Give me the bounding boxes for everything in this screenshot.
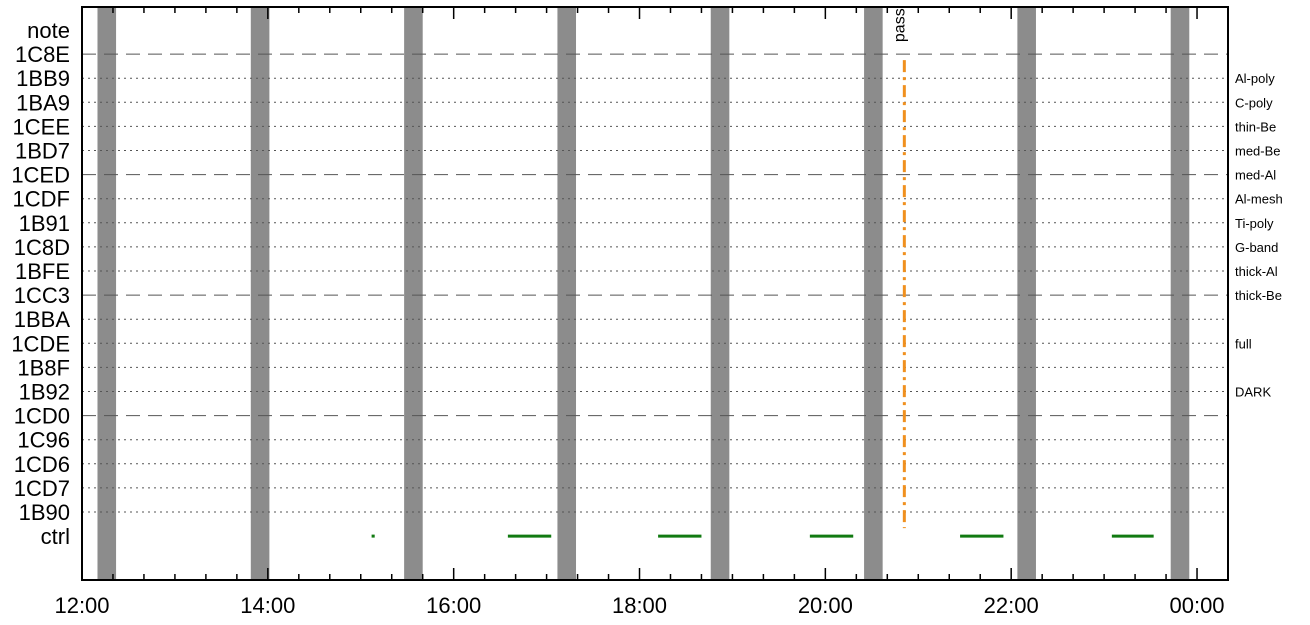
- right-label: thin-Be: [1235, 119, 1276, 134]
- y-tick-label: 1B90: [19, 500, 70, 525]
- x-tick-label: 22:00: [984, 593, 1039, 618]
- gray-band: [710, 7, 730, 580]
- y-tick-label: 1BB9: [16, 66, 70, 91]
- y-tick-label: 1CD6: [14, 452, 70, 477]
- right-label: G-band: [1235, 240, 1278, 255]
- gray-band: [97, 7, 117, 580]
- y-tick-label: 1CEE: [13, 114, 70, 139]
- y-axis-labels: note1C8E1BB91BA91CEE1BD71CED1CDF1B911C8D…: [11, 18, 70, 549]
- y-tick-label: 1C8D: [14, 235, 70, 260]
- y-tick-label: 1BD7: [15, 139, 70, 164]
- y-tick-label: 1CC3: [14, 283, 70, 308]
- y-tick-label: 1C96: [17, 428, 70, 453]
- right-label: Al-poly: [1235, 71, 1275, 86]
- row-gridlines: [82, 53, 1228, 513]
- y-tick-label: 1BA9: [16, 90, 70, 115]
- right-label: DARK: [1235, 385, 1271, 400]
- y-tick-label: 1CDF: [13, 187, 70, 212]
- x-tick-label: 20:00: [798, 593, 853, 618]
- x-tick-label: 14:00: [240, 593, 295, 618]
- right-label: med-Be: [1235, 144, 1281, 159]
- y-tick-label: 1C8E: [15, 42, 70, 67]
- y-tick-label: 1BBA: [14, 307, 71, 332]
- pass-label: pass: [891, 8, 908, 42]
- y-tick-label: 1CED: [11, 163, 70, 188]
- right-label: thick-Be: [1235, 288, 1282, 303]
- y-tick-label: 1CDE: [11, 331, 70, 356]
- plot-frame: [81, 6, 1229, 581]
- gray-band: [1170, 7, 1190, 580]
- y-tick-label: 1B91: [19, 211, 70, 236]
- y-tick-label: 1B92: [19, 380, 70, 405]
- x-tick-label: 16:00: [426, 593, 481, 618]
- right-label: Al-mesh: [1235, 192, 1283, 207]
- right-label: med-Al: [1235, 168, 1276, 183]
- y-tick-label: ctrl: [41, 524, 70, 549]
- gray-band: [864, 7, 883, 580]
- y-tick-label: 1CD0: [14, 404, 70, 429]
- gray-band: [404, 7, 423, 580]
- gray-bands: [97, 7, 1190, 580]
- x-tick-label: 18:00: [612, 593, 667, 618]
- y-tick-label: note: [27, 18, 70, 43]
- gray-band: [557, 7, 577, 580]
- gray-band: [250, 7, 270, 580]
- y-tick-label: 1CD7: [14, 476, 70, 501]
- y-tick-label: 1B8F: [17, 355, 70, 380]
- x-tick-label: 00:00: [1169, 593, 1224, 618]
- x-tick-label: 12:00: [54, 593, 109, 618]
- pass-annotation: pass: [891, 8, 908, 529]
- right-label: thick-Al: [1235, 264, 1278, 279]
- y-tick-label: 1BFE: [15, 259, 70, 284]
- right-label: C-poly: [1235, 95, 1273, 110]
- right-labels: Al-poly C-poly thin-Be med-Be med-Al Al-mesh T…: [1235, 71, 1283, 399]
- x-axis: 12:00 14:00 16:00 18:00 20:00 22:00 00:00: [54, 7, 1229, 618]
- right-label: Ti-poly: [1235, 216, 1274, 231]
- right-label: full: [1235, 336, 1252, 351]
- gray-band: [1017, 7, 1036, 580]
